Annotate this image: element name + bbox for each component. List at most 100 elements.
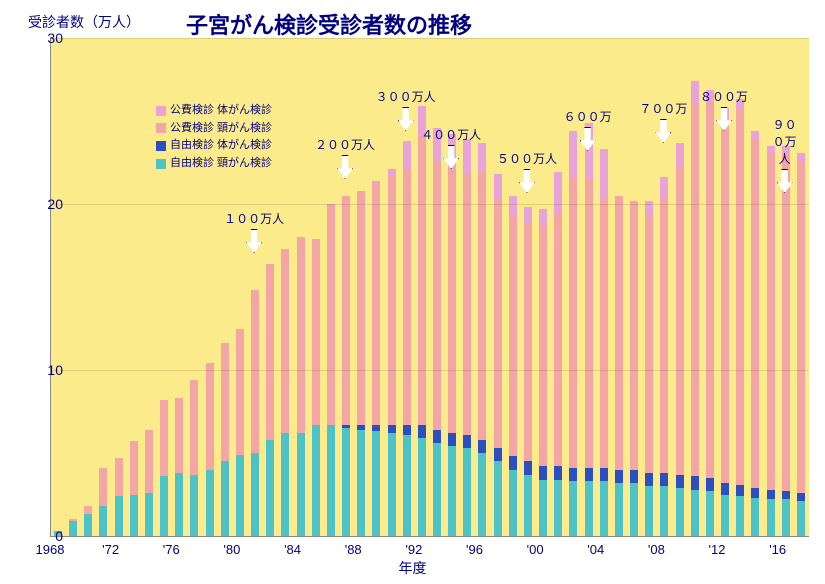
bar-segment bbox=[736, 496, 744, 536]
bar-segment bbox=[478, 172, 486, 439]
bar-segment bbox=[600, 149, 608, 199]
annotation: ７００万 bbox=[639, 100, 687, 143]
bar-segment bbox=[145, 430, 153, 493]
down-arrow-icon bbox=[246, 229, 262, 253]
bar-segment bbox=[645, 201, 653, 216]
annotation: ８００万 bbox=[700, 88, 748, 131]
bar-group bbox=[660, 177, 668, 536]
bar-segment bbox=[463, 173, 471, 435]
bar-segment bbox=[175, 398, 183, 473]
y-tick: 10 bbox=[47, 362, 63, 378]
bar-segment bbox=[630, 201, 638, 470]
bar-segment bbox=[130, 441, 138, 494]
bar-segment bbox=[388, 425, 396, 433]
annotation-label: ３００万人 bbox=[376, 88, 436, 105]
bar-segment bbox=[509, 470, 517, 536]
bar-segment bbox=[660, 177, 668, 199]
bar-segment bbox=[676, 168, 684, 475]
bar-segment bbox=[206, 470, 214, 536]
annotation: ３００万人 bbox=[376, 88, 436, 131]
bar-segment bbox=[691, 103, 699, 477]
bar-segment bbox=[554, 480, 562, 536]
bar-group bbox=[600, 149, 608, 536]
bar-segment bbox=[630, 470, 638, 483]
annotation: １００万人 bbox=[224, 210, 284, 253]
annotation: ２００万人 bbox=[315, 136, 375, 179]
legend-item: 自由検診 頸がん検診 bbox=[156, 155, 272, 173]
x-tick: '96 bbox=[466, 542, 483, 557]
annotation: ９００万人 bbox=[773, 116, 797, 193]
bar-segment bbox=[251, 290, 259, 453]
annotation-label: ４００万人 bbox=[421, 126, 481, 143]
bar-segment bbox=[312, 425, 320, 536]
bar-group bbox=[539, 209, 547, 536]
down-arrow-icon bbox=[519, 169, 535, 193]
bar-segment bbox=[190, 380, 198, 475]
bar-segment bbox=[736, 109, 744, 484]
bar-group bbox=[736, 99, 744, 536]
bar-segment bbox=[236, 329, 244, 455]
bar-segment bbox=[751, 488, 759, 498]
bar-segment bbox=[615, 470, 623, 483]
bar-segment bbox=[751, 139, 759, 488]
legend-item: 公費検診 体がん検診 bbox=[156, 102, 272, 120]
bar-segment bbox=[706, 478, 714, 491]
annotation: ６００万 bbox=[564, 108, 612, 151]
bar-group bbox=[509, 196, 517, 536]
bar-segment bbox=[115, 458, 123, 496]
bar-segment bbox=[84, 514, 92, 536]
down-arrow-icon bbox=[337, 155, 353, 179]
bar-segment bbox=[463, 435, 471, 448]
bar-segment bbox=[585, 468, 593, 481]
x-tick: '04 bbox=[587, 542, 604, 557]
bar-segment bbox=[342, 196, 350, 425]
bar-group bbox=[706, 90, 714, 537]
bar-segment bbox=[524, 461, 532, 474]
bar-segment bbox=[190, 475, 198, 536]
bar-segment bbox=[645, 473, 653, 486]
bar-segment bbox=[797, 493, 805, 501]
x-tick: '00 bbox=[527, 542, 544, 557]
down-arrow-icon bbox=[580, 127, 596, 151]
bar-segment bbox=[206, 363, 214, 469]
bar-segment bbox=[767, 499, 775, 536]
bar-segment bbox=[418, 438, 426, 536]
bar-segment bbox=[433, 161, 441, 430]
annotation-label: ５００万人 bbox=[497, 150, 557, 167]
bar-segment bbox=[99, 468, 107, 506]
bar-segment bbox=[767, 490, 775, 500]
bar-segment bbox=[569, 177, 577, 468]
legend-swatch bbox=[156, 106, 166, 116]
bar-segment bbox=[554, 466, 562, 479]
bar-group bbox=[357, 191, 365, 536]
bar-segment bbox=[509, 216, 517, 457]
bar-segment bbox=[751, 498, 759, 536]
bar-segment bbox=[69, 521, 77, 536]
bar-segment bbox=[660, 473, 668, 486]
legend-item: 自由検診 体がん検診 bbox=[156, 137, 272, 155]
annotation-label: ８００万 bbox=[700, 88, 748, 105]
bar-group bbox=[569, 131, 577, 536]
bar-group bbox=[615, 196, 623, 536]
bar-segment bbox=[721, 483, 729, 495]
bar-group bbox=[251, 290, 259, 536]
bar-segment bbox=[448, 433, 456, 446]
bar-group bbox=[190, 380, 198, 536]
bar-group bbox=[145, 430, 153, 536]
bar-segment bbox=[585, 179, 593, 468]
bar-segment bbox=[403, 169, 411, 425]
bar-segment bbox=[160, 400, 168, 476]
x-tick: '92 bbox=[405, 542, 422, 557]
bar-segment bbox=[251, 453, 259, 536]
y-axis-title: 受診者数（万人） bbox=[28, 12, 140, 32]
bar-segment bbox=[645, 486, 653, 536]
annotation-label: ２００万人 bbox=[315, 136, 375, 153]
bar-segment bbox=[509, 196, 517, 216]
legend-label: 公費検診 頸がん検診 bbox=[170, 120, 272, 138]
bar-segment bbox=[645, 216, 653, 473]
bar-segment bbox=[84, 506, 92, 514]
legend-label: 自由検診 体がん検診 bbox=[170, 137, 272, 155]
bar-segment bbox=[327, 425, 335, 536]
bar-group bbox=[797, 153, 805, 536]
bar-segment bbox=[403, 435, 411, 536]
